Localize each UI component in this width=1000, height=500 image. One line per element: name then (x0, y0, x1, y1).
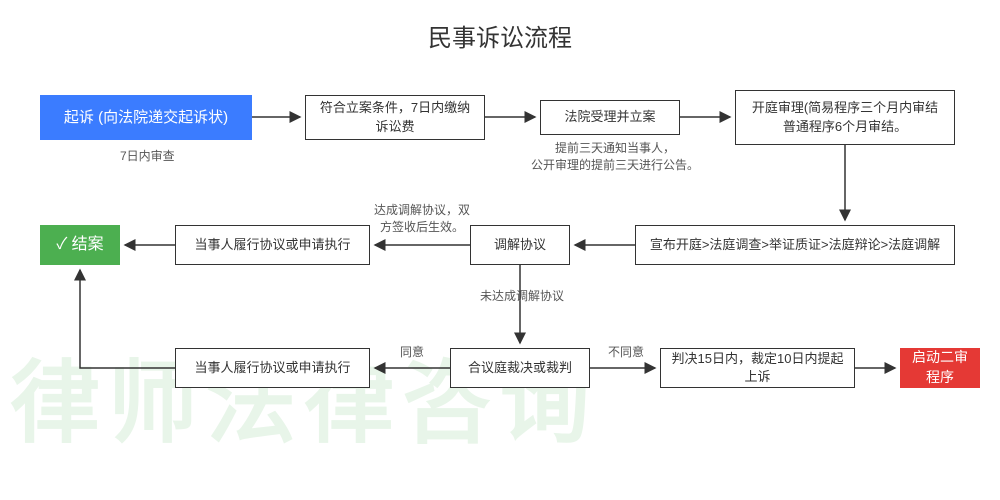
caption-mediation-fail: 未达成调解协议 (480, 288, 564, 305)
node-trial-steps: 宣布开庭>法庭调查>举证质证>法庭辩论>法庭调解 (635, 225, 955, 265)
node-close-case: ✓ 结案 (40, 225, 120, 265)
node-verdict: 合议庭裁决或裁判 (450, 348, 590, 388)
node-fee: 符合立案条件，7日内缴纳诉讼费 (305, 95, 485, 140)
node-perform-1: 当事人履行协议或申请执行 (175, 225, 370, 265)
caption-mediation-ok: 达成调解协议，双方签收后生效。 (372, 202, 472, 236)
node-appeal-deadline: 判决15日内，裁定10日内提起上诉 (660, 348, 855, 388)
caption-notice: 提前三天通知当事人， 公开审理的提前三天进行公告。 (525, 140, 705, 174)
caption-agree: 同意 (400, 344, 424, 361)
node-hearing: 开庭审理(简易程序三个月内审结 普通程序6个月审结。 (735, 90, 955, 145)
node-perform-2: 当事人履行协议或申请执行 (175, 348, 370, 388)
node-second-trial: 启动二审程序 (900, 348, 980, 388)
caption-review-7d: 7日内审查 (120, 148, 175, 165)
node-accept: 法院受理并立案 (540, 100, 680, 135)
node-start-sue: 起诉 (向法院递交起诉状) (40, 95, 252, 140)
caption-disagree: 不同意 (608, 344, 644, 361)
node-mediation: 调解协议 (470, 225, 570, 265)
page-title: 民事诉讼流程 (0, 18, 1000, 53)
